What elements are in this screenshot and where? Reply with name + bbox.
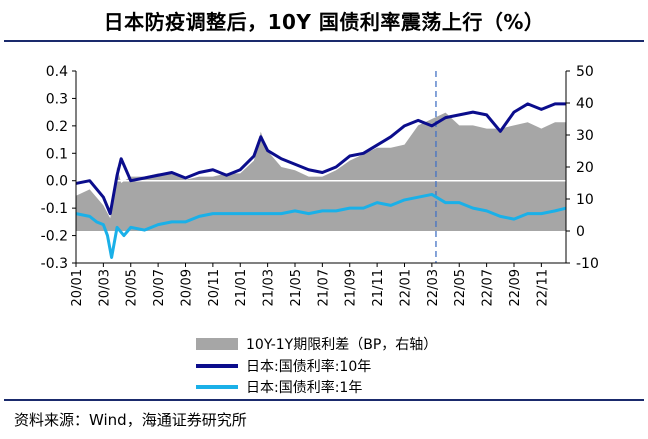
x-tick-label: 20/03: [97, 269, 112, 306]
line-layer: [75, 102, 567, 260]
legend-swatch-spread: [196, 338, 238, 350]
x-tick-label: 20/09: [179, 269, 194, 306]
y-left-tick-label: 0.4: [46, 64, 68, 80]
legend-label: 日本:国债利率:10年: [246, 358, 371, 375]
series-10y-line: [75, 102, 566, 216]
x-tick-label: 21/03: [262, 269, 277, 306]
y-right-tick-label: 10: [576, 192, 594, 208]
y-left-tick-label: -0.3: [41, 256, 68, 272]
y-left-tick-label: -0.2: [41, 229, 68, 245]
axis-layer: 0.4 0.3 0.2 0.1 0.0 -0.1 -0.2 -0.3 50 40 30 20 10 0 -1…: [41, 64, 599, 306]
y-right-tick-label: 40: [576, 96, 594, 112]
x-tick-label: 21/09: [344, 269, 359, 306]
y-left-tick-label: -0.1: [41, 201, 68, 217]
y-right-tick-label: -10: [576, 256, 599, 272]
x-tick-label: 22/05: [453, 269, 468, 306]
x-tick-label: 22/09: [508, 269, 523, 306]
x-tick-label: 21/01: [234, 269, 249, 306]
x-tick-label: 20/01: [70, 269, 85, 306]
source-note: 资料来源：Wind，海通证券研究所: [14, 411, 247, 429]
source-divider: [4, 399, 644, 401]
series-1y-line: [75, 192, 567, 260]
x-tick-label: 20/07: [152, 269, 167, 306]
y-right-tick-label: 50: [576, 64, 594, 80]
x-tick-label: 22/03: [426, 269, 441, 306]
x-tick-label: 20/05: [125, 269, 140, 306]
y-left-tick-label: 0.0: [46, 174, 68, 190]
y-left-tick-label: 0.3: [46, 91, 68, 107]
x-tick-label: 21/05: [289, 269, 304, 306]
x-tick-label: 22/01: [398, 269, 413, 306]
legend-label: 10Y-1Y期限利差（BP，右轴）: [246, 337, 437, 353]
chart-title: 日本防疫调整后，10Y 国债利率震荡上行（%）: [103, 10, 545, 34]
y-right-tick-label: 0: [576, 224, 585, 240]
y-right-tick-label: 20: [576, 160, 594, 176]
x-tick-label: 21/11: [371, 269, 386, 306]
y-left-tick-label: 0.1: [46, 146, 68, 162]
y-right-tick-label: 30: [576, 128, 594, 144]
x-tick-label: 20/11: [207, 269, 222, 306]
chart: 0.4 0.3 0.2 0.1 0.0 -0.1 -0.2 -0.3 50 40 30 20 10 0 -1…: [41, 64, 599, 396]
legend-label: 日本:国债利率:1年: [246, 379, 362, 396]
x-tick-label: 22/07: [481, 269, 496, 306]
y-left-tick-label: 0.2: [46, 119, 68, 135]
x-tick-label: 21/07: [316, 269, 331, 306]
x-tick-label: 22/11: [535, 269, 550, 306]
title-divider: [4, 40, 644, 42]
